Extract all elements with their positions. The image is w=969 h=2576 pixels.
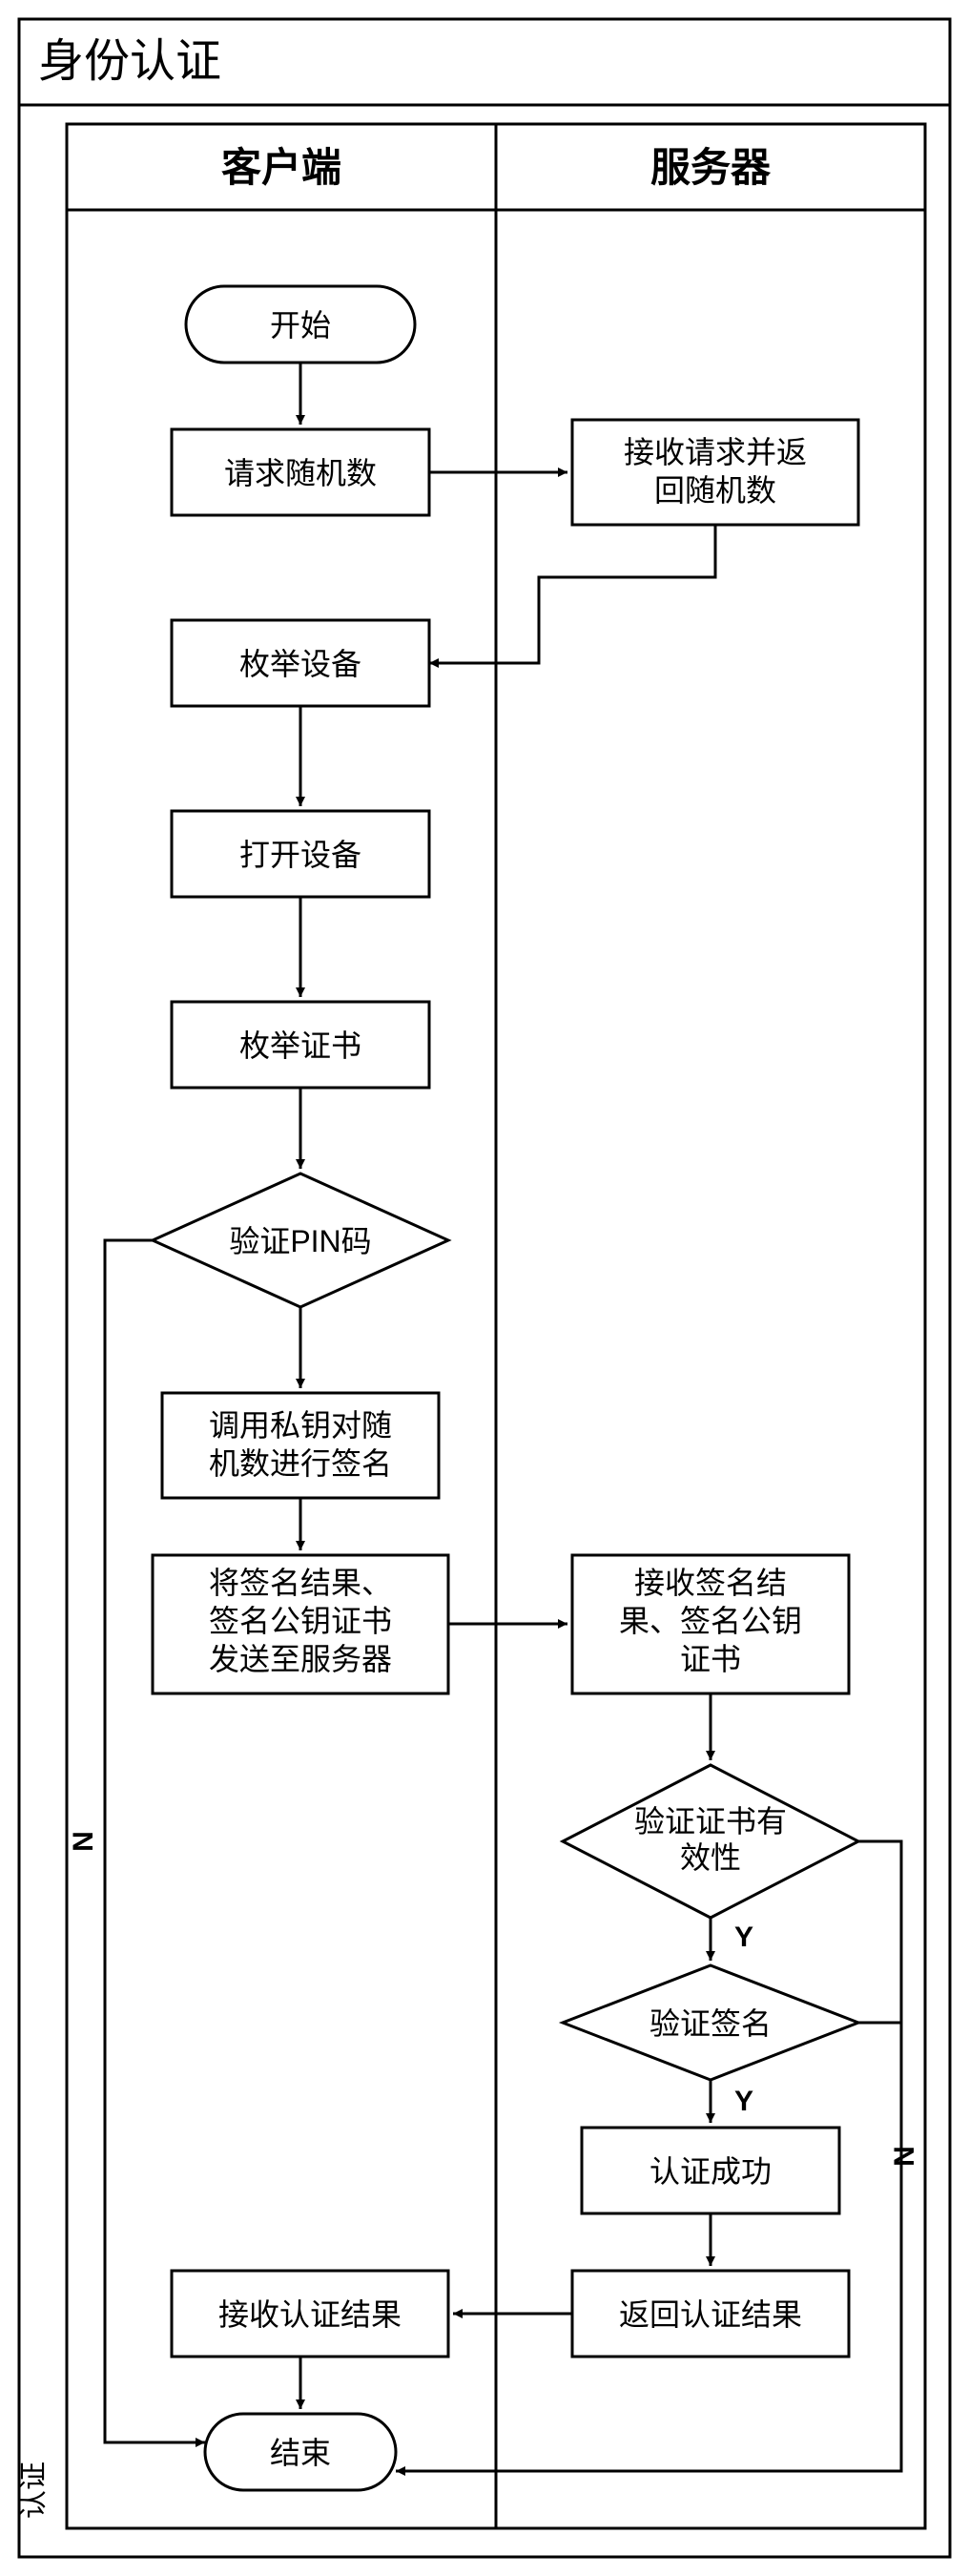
svg-text:验证PIN码: 验证PIN码 <box>229 1224 371 1258</box>
node-start: 开始 <box>186 286 415 363</box>
svg-text:打开设备: 打开设备 <box>239 838 361 872</box>
svg-text:果、签名公钥: 果、签名公钥 <box>619 1604 802 1638</box>
svg-text:回随机数: 回随机数 <box>654 473 776 508</box>
node-sign-random: 调用私钥对随 机数进行签名 <box>162 1393 439 1498</box>
svg-text:接收签名结: 接收签名结 <box>634 1566 787 1600</box>
node-req-random: 请求随机数 <box>172 429 429 515</box>
node-recv-result: 接收认证结果 <box>172 2271 448 2357</box>
svg-text:枚举设备: 枚举设备 <box>239 647 361 681</box>
node-enum-cert: 枚举证书 <box>172 1002 429 1088</box>
node-verify-sig: 验证签名 <box>563 1965 858 2080</box>
svg-text:结束: 结束 <box>270 2436 331 2470</box>
svg-text:效性: 效性 <box>680 1840 741 1875</box>
label-pin-no: N <box>68 1831 99 1852</box>
svg-text:请求随机数: 请求随机数 <box>224 456 377 490</box>
svg-text:认证成功: 认证成功 <box>649 2154 772 2189</box>
node-verify-pin: 验证PIN码 <box>153 1174 448 1307</box>
diagram-title: 身份认证 <box>38 36 221 87</box>
svg-text:证书: 证书 <box>680 1642 741 1676</box>
node-enum-device: 枚举设备 <box>172 620 429 706</box>
svg-text:枚举证书: 枚举证书 <box>239 1028 361 1063</box>
svg-text:将签名结果、: 将签名结果、 <box>209 1566 392 1600</box>
svg-text:接收认证结果: 接收认证结果 <box>218 2297 402 2332</box>
node-verify-cert: 验证证书有 效性 <box>563 1765 858 1918</box>
svg-text:验证证书有: 验证证书有 <box>634 1804 787 1839</box>
label-vsig-yes: Y <box>734 2086 753 2117</box>
flowchart-svg: 身份认证 客户端 服务器 认证 开始 请求随机数 接收请求并返 回随机数 枚举设… <box>0 0 969 2576</box>
node-recv-sig: 接收签名结 果、签名公钥 证书 <box>572 1555 849 1693</box>
flowchart-container: 身份认证 客户端 服务器 认证 开始 请求随机数 接收请求并返 回随机数 枚举设… <box>0 0 969 2576</box>
node-end: 结束 <box>205 2414 396 2490</box>
svg-text:机数进行签名: 机数进行签名 <box>209 1446 392 1481</box>
node-open-device: 打开设备 <box>172 811 429 897</box>
label-vcert-no: N <box>889 2146 920 2167</box>
svg-text:调用私钥对随: 调用私钥对随 <box>209 1408 392 1443</box>
node-return-result: 返回认证结果 <box>572 2271 849 2357</box>
node-auth-success: 认证成功 <box>582 2128 839 2213</box>
svg-text:验证签名: 验证签名 <box>649 2006 772 2041</box>
svg-text:开始: 开始 <box>270 308 331 343</box>
edge-recv-enum <box>429 525 715 663</box>
lane-header-server: 服务器 <box>650 145 772 190</box>
side-label: 认证 <box>18 2462 50 2519</box>
lane-header-client: 客户端 <box>221 145 341 190</box>
svg-text:签名公钥证书: 签名公钥证书 <box>209 1604 392 1638</box>
node-recv-req: 接收请求并返 回随机数 <box>572 420 858 525</box>
label-vcert-yes: Y <box>734 1922 753 1953</box>
svg-text:接收请求并返: 接收请求并返 <box>624 435 807 469</box>
svg-text:发送至服务器: 发送至服务器 <box>209 1642 392 1676</box>
svg-text:返回认证结果: 返回认证结果 <box>619 2297 802 2332</box>
node-send-sig: 将签名结果、 签名公钥证书 发送至服务器 <box>153 1555 448 1693</box>
